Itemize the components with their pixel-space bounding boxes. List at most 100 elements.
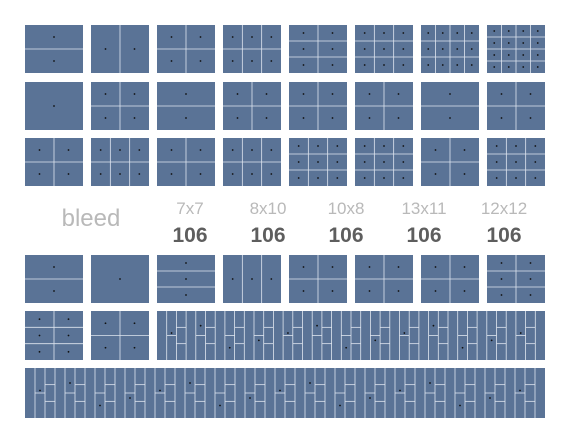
layout-tile bbox=[487, 255, 545, 303]
tile-dot bbox=[449, 93, 451, 95]
tile-dot bbox=[369, 397, 371, 399]
tile-dot bbox=[495, 145, 498, 147]
size-label: 8x10 bbox=[250, 199, 287, 218]
tile-dot bbox=[427, 32, 430, 34]
tile-dot bbox=[383, 177, 385, 179]
tile-dot bbox=[529, 117, 532, 119]
tile-dot bbox=[507, 30, 510, 32]
size-label: 10x8 bbox=[328, 199, 365, 218]
tile-dot bbox=[402, 145, 405, 147]
bleed-label: bleed bbox=[62, 205, 121, 232]
tile-dot bbox=[231, 60, 234, 62]
layout-tile bbox=[355, 255, 413, 303]
tile-dot bbox=[316, 324, 318, 327]
tile-dot bbox=[489, 397, 491, 399]
tile-dot bbox=[297, 145, 300, 147]
layout-tile bbox=[289, 138, 347, 186]
tile-dot bbox=[363, 32, 366, 34]
tile-dot bbox=[363, 177, 366, 179]
tile-dot bbox=[331, 117, 334, 119]
tile-dot bbox=[67, 318, 70, 321]
tile-dot bbox=[441, 64, 444, 66]
layout-tile bbox=[289, 255, 347, 303]
tile-dot bbox=[363, 64, 366, 66]
tile-dot bbox=[53, 105, 55, 107]
tile-dot bbox=[199, 324, 202, 327]
tile-dot bbox=[331, 266, 334, 268]
tile-dot bbox=[463, 149, 466, 151]
tile-dot bbox=[231, 278, 234, 280]
tile-dot bbox=[507, 42, 510, 44]
tile-dot bbox=[336, 145, 339, 147]
tile-dot bbox=[339, 404, 341, 407]
tile-dot bbox=[129, 397, 131, 399]
tile-dot bbox=[251, 173, 253, 175]
tile-dot bbox=[53, 290, 55, 292]
tile-dot bbox=[67, 350, 70, 353]
tile-dot bbox=[317, 161, 319, 163]
tile-dot bbox=[507, 66, 510, 68]
tile-dot bbox=[363, 145, 366, 147]
tile-dot bbox=[302, 48, 305, 50]
tile-dot bbox=[383, 161, 385, 163]
tile-dot bbox=[363, 48, 366, 50]
tile-dot bbox=[133, 48, 136, 50]
layout-count: 106 bbox=[172, 224, 207, 247]
tile-dot bbox=[133, 93, 136, 95]
layout-tile bbox=[223, 255, 281, 303]
tile-dot bbox=[331, 290, 334, 292]
tile-dot bbox=[104, 93, 107, 95]
layout-tiles bbox=[25, 25, 545, 418]
tile-dot bbox=[368, 266, 371, 268]
tile-dot bbox=[397, 266, 400, 268]
layout-count: 106 bbox=[250, 224, 285, 247]
tile-dot bbox=[270, 149, 273, 151]
tile-dot bbox=[265, 93, 268, 95]
tile-dot bbox=[534, 145, 537, 147]
tile-dot bbox=[363, 161, 366, 163]
tile-dot bbox=[138, 173, 141, 175]
tile-dot bbox=[534, 177, 537, 179]
tile-dot bbox=[185, 262, 187, 264]
tile-dot bbox=[441, 48, 444, 50]
tile-dot bbox=[257, 339, 260, 342]
tile-dot bbox=[270, 36, 273, 38]
tile-dot bbox=[297, 177, 300, 179]
tile-dot bbox=[434, 149, 437, 151]
tile-dot bbox=[185, 294, 187, 296]
tile-dot bbox=[317, 145, 319, 147]
tile-dot bbox=[536, 66, 539, 68]
tile-dot bbox=[331, 93, 334, 95]
tile-dot bbox=[185, 93, 187, 95]
tile-dot bbox=[236, 93, 239, 95]
layout-tile bbox=[289, 82, 347, 130]
tile-dot bbox=[69, 382, 71, 384]
tile-dot bbox=[67, 334, 70, 337]
tile-dot bbox=[302, 266, 305, 268]
tile-dot bbox=[133, 117, 136, 119]
layout-tile bbox=[91, 138, 149, 186]
size-labels: 7x7 106 8x10 106 10x8 106 13x11 106 12x12 106 bbox=[172, 199, 527, 247]
tile-dot bbox=[228, 346, 231, 349]
tile-dot bbox=[38, 149, 41, 151]
tile-dot bbox=[434, 290, 437, 292]
tile-dot bbox=[493, 54, 496, 56]
layout-tile bbox=[223, 82, 281, 130]
tile-dot bbox=[279, 389, 281, 392]
tile-dot bbox=[441, 32, 444, 34]
tile-dot bbox=[38, 318, 41, 321]
layout-count: 106 bbox=[486, 224, 521, 247]
tile-dot bbox=[434, 266, 437, 268]
tile-dot bbox=[463, 173, 466, 175]
tile-dot bbox=[493, 66, 496, 68]
tile-dot bbox=[519, 332, 522, 334]
tile-dot bbox=[185, 117, 187, 119]
tile-dot bbox=[104, 346, 107, 349]
tile-dot bbox=[529, 294, 532, 296]
tile-dot bbox=[133, 346, 136, 349]
layout-count: 106 bbox=[328, 224, 363, 247]
tile-dot bbox=[522, 42, 525, 44]
tile-dot bbox=[199, 36, 202, 38]
layout-tile bbox=[355, 25, 413, 73]
